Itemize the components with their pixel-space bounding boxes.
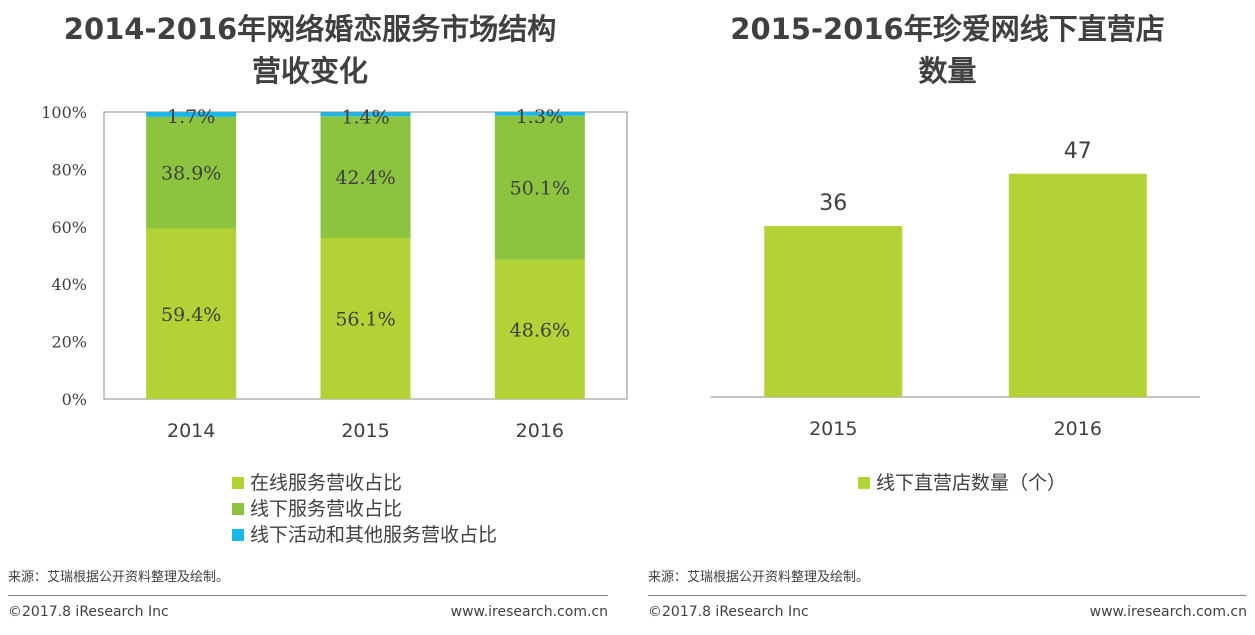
y-tick-label: 100% [41, 103, 87, 122]
data-label-2015-s2: 1.4% [341, 106, 389, 128]
left-chart-title: 2014-2016年网络婚恋服务市场结构 营收变化 [0, 8, 620, 92]
left-legend-label-0: 在线服务营收占比 [250, 472, 403, 494]
right-chart-legend: 线下直营店数量（个） [858, 470, 1066, 496]
left-footer-divider [8, 595, 608, 596]
y-tick-label: 0% [62, 390, 87, 409]
right-copyright: ©2017.8 iResearch Inc [648, 604, 809, 620]
y-tick-label: 60% [51, 218, 87, 237]
bar-segment-2015-s1 [320, 116, 411, 238]
bar-2015 [764, 226, 903, 397]
y-tick-label: 20% [51, 333, 87, 352]
left-stacked-bar-chart: 0% 20% 40% 60% 80% 100% 59.4% 38.9% 1.7% 2014 56.1… [41, 103, 628, 442]
data-label-2015-s0: 56.1% [335, 308, 395, 330]
right-legend-label-0: 线下直营店数量（个） [876, 472, 1067, 494]
left-legend-swatch-1 [232, 503, 244, 515]
left-legend-item-2: 线下活动和其他服务营收占比 [232, 522, 497, 548]
x-tick-label: 2014 [167, 420, 215, 442]
data-label-2016: 47 [1064, 139, 1092, 164]
data-label-2016-s2: 1.3% [516, 106, 564, 128]
left-chart-panel: 2014-2016年网络婚恋服务市场结构 营收变化 0% 20% 40% 60% 80%… [0, 0, 628, 635]
bar-segment-2016-s0 [494, 259, 585, 399]
left-copyright: ©2017.8 iResearch Inc [8, 604, 169, 620]
data-label-2015-s1: 42.4% [335, 167, 395, 189]
left-chart-title-line-1: 2014-2016年网络婚恋服务市场结构 [63, 12, 557, 46]
bar-segment-2016-s1 [494, 115, 585, 260]
right-source-note: 来源：艾瑞根据公开资料整理及绘制。 [648, 570, 870, 585]
left-chart-title-line-2: 营收变化 [251, 54, 368, 88]
right-chart-panel: 2015-2016年珍爱网线下直营店 数量 36 2015 47 2016 线下直营店… [640, 0, 1255, 635]
data-label-2014-s1: 38.9% [161, 163, 221, 185]
left-legend-label-1: 线下服务营收占比 [250, 498, 403, 520]
left-website-link[interactable]: www.iresearch.com.cn [450, 604, 608, 620]
x-tick-label: 2015 [341, 420, 389, 442]
right-legend-item-0: 线下直营店数量（个） [858, 470, 1066, 496]
y-tick-label: 80% [51, 160, 87, 179]
x-tick-label: 2016 [516, 420, 564, 442]
left-legend-label-2: 线下活动和其他服务营收占比 [250, 524, 498, 546]
bar-segment-2015-s2 [320, 112, 411, 117]
x-tick-label: 2016 [1054, 418, 1102, 440]
left-legend-item-0: 在线服务营收占比 [232, 470, 497, 496]
right-chart-title-line-2: 数量 [918, 54, 977, 88]
left-legend-swatch-2 [232, 529, 244, 541]
left-legend-item-1: 线下服务营收占比 [232, 496, 497, 522]
bar-segment-2014-s0 [146, 228, 237, 399]
left-chart-legend: 在线服务营收占比 线下服务营收占比线下活动和其他服务营收占比 [232, 470, 497, 548]
left-legend-swatch-0 [232, 477, 244, 489]
right-chart-title: 2015-2016年珍爱网线下直营店 数量 [640, 8, 1255, 92]
data-label-2015: 36 [819, 191, 847, 216]
right-footer-divider [648, 595, 1246, 596]
data-label-2016-s0: 48.6% [510, 319, 570, 341]
data-label-2014-s2: 1.7% [167, 106, 215, 128]
bar-2016 [1008, 173, 1147, 397]
bar-segment-2015-s0 [320, 237, 411, 399]
y-tick-label: 40% [51, 275, 87, 294]
right-legend-swatch-0 [858, 477, 870, 489]
data-label-2016-s1: 50.1% [510, 178, 570, 200]
data-label-2014-s0: 59.4% [161, 304, 221, 326]
right-bar-chart: 36 2015 47 2016 [711, 139, 1200, 440]
left-source-note: 来源：艾瑞根据公开资料整理及绘制。 [8, 570, 230, 585]
right-website-link[interactable]: www.iresearch.com.cn [1089, 604, 1247, 620]
x-tick-label: 2015 [809, 418, 857, 440]
bar-segment-2014-s1 [146, 116, 237, 229]
bar-segment-2016-s2 [494, 112, 585, 116]
right-chart-title-line-1: 2015-2016年珍爱网线下直营店 [730, 12, 1165, 46]
bar-segment-2014-s2 [146, 112, 237, 117]
